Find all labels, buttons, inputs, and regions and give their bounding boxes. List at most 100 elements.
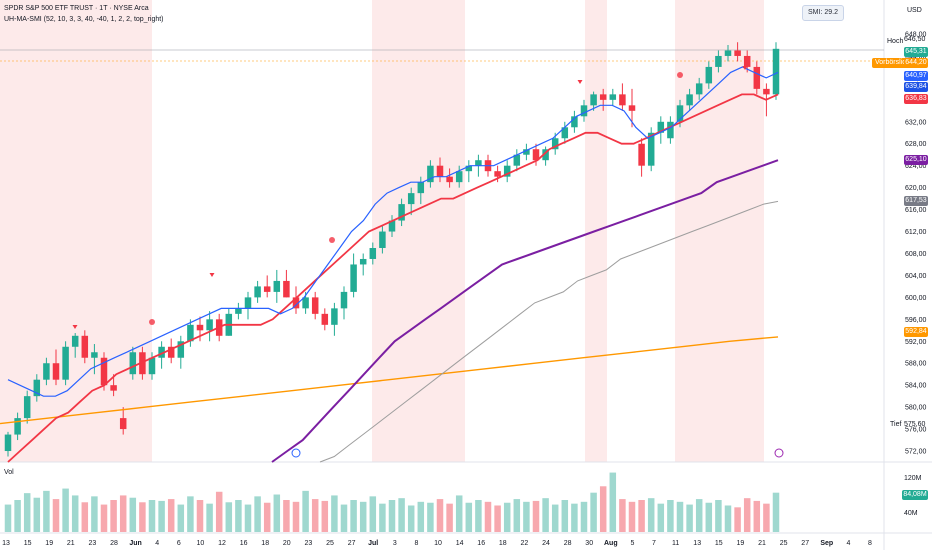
candle-body <box>638 143 645 166</box>
candle-body <box>628 105 636 111</box>
price-tick: 608,00 <box>905 251 927 258</box>
candle-body <box>427 165 434 183</box>
volume-bar <box>667 500 674 532</box>
time-tick: 3 <box>393 540 397 547</box>
ema-red-box: 636,83 <box>904 94 928 104</box>
time-tick: Aug <box>604 540 618 547</box>
candle-body <box>388 220 396 232</box>
time-tick: 27 <box>801 540 809 547</box>
candle-body <box>302 297 309 309</box>
volume-bar <box>436 499 444 532</box>
shade-band <box>0 0 152 462</box>
signal-triangle <box>72 325 78 329</box>
volume-bar <box>62 488 69 532</box>
time-tick: 13 <box>693 540 701 547</box>
currency-label: USD <box>907 7 922 14</box>
volume-bar <box>350 500 357 532</box>
candle-body <box>542 149 549 161</box>
candle-body <box>599 94 607 100</box>
price-tick: 628,00 <box>905 141 927 148</box>
last-price-box: 645,31 <box>904 47 928 57</box>
candle-body <box>283 280 290 298</box>
volume-bar <box>369 496 377 532</box>
candle-body <box>743 55 751 67</box>
volume-bar <box>244 504 252 532</box>
candle-body <box>647 132 655 166</box>
candle-body <box>532 149 540 161</box>
volume-bar <box>340 504 348 532</box>
price-tick: 580,00 <box>905 405 927 412</box>
candle-body <box>91 352 98 358</box>
indicator-label: UH-MA-SMI (52, 10, 3, 3, 40, -40, 1, 2, … <box>4 16 164 23</box>
candle-body <box>273 280 281 292</box>
volume-bar <box>542 498 549 532</box>
signal-triangle <box>209 273 215 277</box>
candle-body <box>561 127 569 139</box>
time-tick: 22 <box>521 540 529 547</box>
candle-body <box>676 105 684 122</box>
price-tick: 576,00 <box>905 427 927 434</box>
volume-bar <box>494 505 501 532</box>
volume-bar <box>81 502 89 532</box>
high-value: 646,50 <box>904 36 926 43</box>
candle-body <box>571 116 578 128</box>
price-tick: 588,00 <box>905 361 927 368</box>
ma-purple-box: 625,10 <box>904 155 928 165</box>
candle-body <box>436 165 444 177</box>
volume-bar <box>206 503 213 532</box>
volume-bar <box>407 505 415 532</box>
volume-bar <box>427 502 434 532</box>
volume-bar <box>167 499 175 532</box>
time-tick: 21 <box>758 540 766 547</box>
volume-bar <box>695 499 703 532</box>
candle-body <box>254 286 261 298</box>
low-label: Tief <box>890 421 902 428</box>
volume-bar <box>215 491 223 532</box>
candle-body <box>52 363 60 380</box>
candle-body <box>359 258 367 265</box>
candle-body <box>331 308 338 325</box>
volume-bar <box>91 496 98 532</box>
volume-bar <box>532 500 540 532</box>
volume-bar <box>551 504 559 532</box>
volume-bar <box>724 505 732 532</box>
volume-bar <box>686 504 693 532</box>
price-tick: 600,00 <box>905 295 927 302</box>
candle-body <box>475 160 482 166</box>
volume-bar <box>129 497 137 532</box>
volume-bar <box>561 500 569 532</box>
time-tick: 4 <box>846 540 850 547</box>
volume-bar <box>619 499 626 532</box>
price-tick: 572,00 <box>905 449 927 456</box>
time-tick: Jul <box>368 540 378 547</box>
ema-blue2-box: 639,84 <box>904 82 928 92</box>
volume-bar <box>52 499 60 532</box>
volume-bar <box>475 500 482 532</box>
time-tick: 14 <box>456 540 464 547</box>
candle-body <box>753 66 761 89</box>
volume-bar <box>302 490 309 532</box>
ma-orange-line <box>0 336 779 425</box>
candle-body <box>244 297 252 309</box>
price-tick: 596,00 <box>905 317 927 324</box>
time-tick: 28 <box>110 540 118 547</box>
volume-bar <box>753 500 761 532</box>
volume-bar <box>292 501 300 532</box>
volume-bar <box>263 502 271 532</box>
candle-body <box>667 121 674 139</box>
time-tick: 20 <box>283 540 291 547</box>
volume-bar <box>4 504 12 532</box>
volume-last-box: 84,08M <box>902 490 928 500</box>
candle-body <box>110 385 117 391</box>
time-tick: 16 <box>240 540 248 547</box>
time-tick: 8 <box>868 540 872 547</box>
time-tick: 28 <box>564 540 572 547</box>
candle-body <box>340 291 348 309</box>
time-tick: 7 <box>652 540 656 547</box>
candle-body <box>686 94 693 106</box>
volume-tick-40m: 40M <box>904 510 918 517</box>
volume-bar <box>657 503 665 532</box>
time-tick: Sep <box>820 540 833 547</box>
time-tick: 25 <box>780 540 788 547</box>
